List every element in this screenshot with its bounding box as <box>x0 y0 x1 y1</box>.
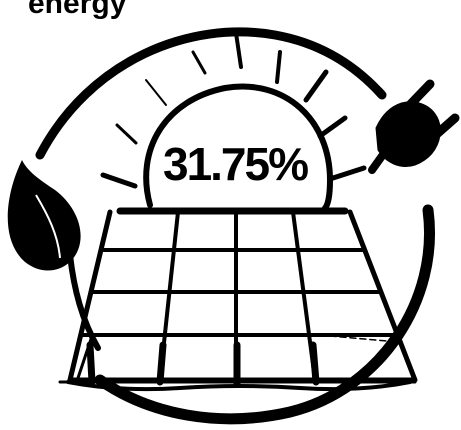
cycle-arrow-icon <box>35 27 435 425</box>
page-title: energy <box>28 0 127 20</box>
efficiency-value: 31.75% <box>163 138 308 190</box>
solar-panel-icon <box>67 207 418 383</box>
leaf-icon <box>7 160 101 351</box>
sun-rays-icon <box>100 31 367 189</box>
panel-stand <box>58 341 417 392</box>
plug-icon <box>368 79 460 174</box>
sun-arc <box>143 83 334 211</box>
